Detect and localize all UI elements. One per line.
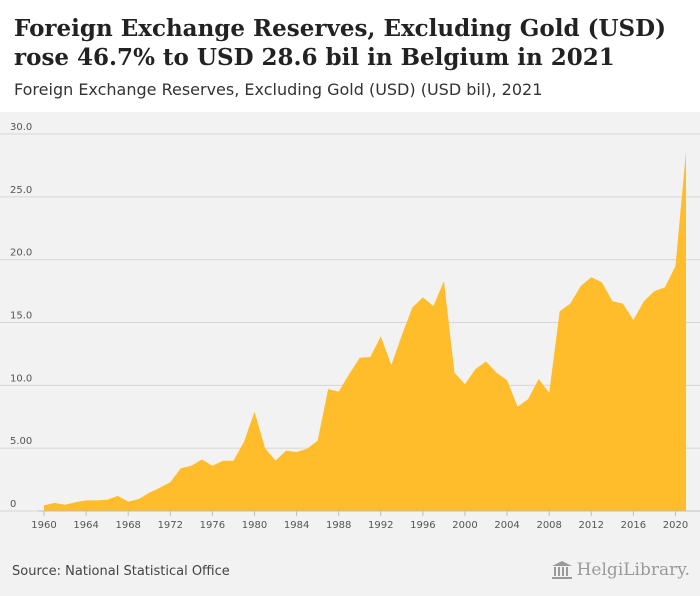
y-tick-label: 20.0 (10, 248, 32, 259)
x-tick-label: 2012 (579, 520, 604, 531)
chart-subtitle: Foreign Exchange Reserves, Excluding Gol… (14, 80, 543, 99)
y-tick-label: 25.0 (10, 185, 32, 196)
x-axis-ticks: 1960 1964 1968 1972 1976 1980 1984 1988 1992 1996… (31, 510, 700, 531)
chart-title: Foreign Exchange Reserves, Excluding Gol… (14, 15, 666, 71)
x-tick-label: 2008 (536, 520, 561, 531)
footer: Source: National Statistical Office Helg… (0, 546, 700, 596)
x-tick-label: 1980 (242, 520, 267, 531)
x-tick-label: 1992 (368, 520, 393, 531)
x-tick-label: 2000 (452, 520, 477, 531)
brand-name: HelgiLibrary. (576, 560, 690, 580)
area-series (44, 151, 686, 511)
y-tick-label: 5.00 (10, 436, 32, 447)
y-tick-label: 10.0 (10, 373, 32, 384)
y-tick-label: 0 (10, 499, 16, 510)
y-tick-label: 15.0 (10, 311, 32, 322)
y-tick-label: 30.0 (10, 122, 32, 133)
x-tick-label: 2020 (663, 520, 688, 531)
x-tick-label: 1976 (200, 520, 225, 531)
x-tick-label: 1960 (31, 520, 56, 531)
x-tick-label: 1964 (73, 520, 98, 531)
x-tick-label: 2004 (494, 520, 519, 531)
x-tick-label: 1984 (284, 520, 309, 531)
brand[interactable]: HelgiLibrary. (551, 558, 690, 582)
source-text: Source: National Statistical Office (12, 564, 230, 579)
x-tick-label: 1996 (410, 520, 435, 531)
library-logo-icon (551, 561, 572, 579)
x-tick-label: 1968 (115, 520, 140, 531)
header: Foreign Exchange Reserves, Excluding Gol… (0, 0, 700, 112)
x-tick-label: 1972 (158, 520, 183, 531)
x-tick-label: 1988 (326, 520, 351, 531)
y-axis-ticks: 0 5.00 10.0 15.0 20.0 25.0 30.0 (10, 122, 32, 510)
reserves-area (44, 151, 686, 511)
x-tick-label: 2016 (621, 520, 646, 531)
